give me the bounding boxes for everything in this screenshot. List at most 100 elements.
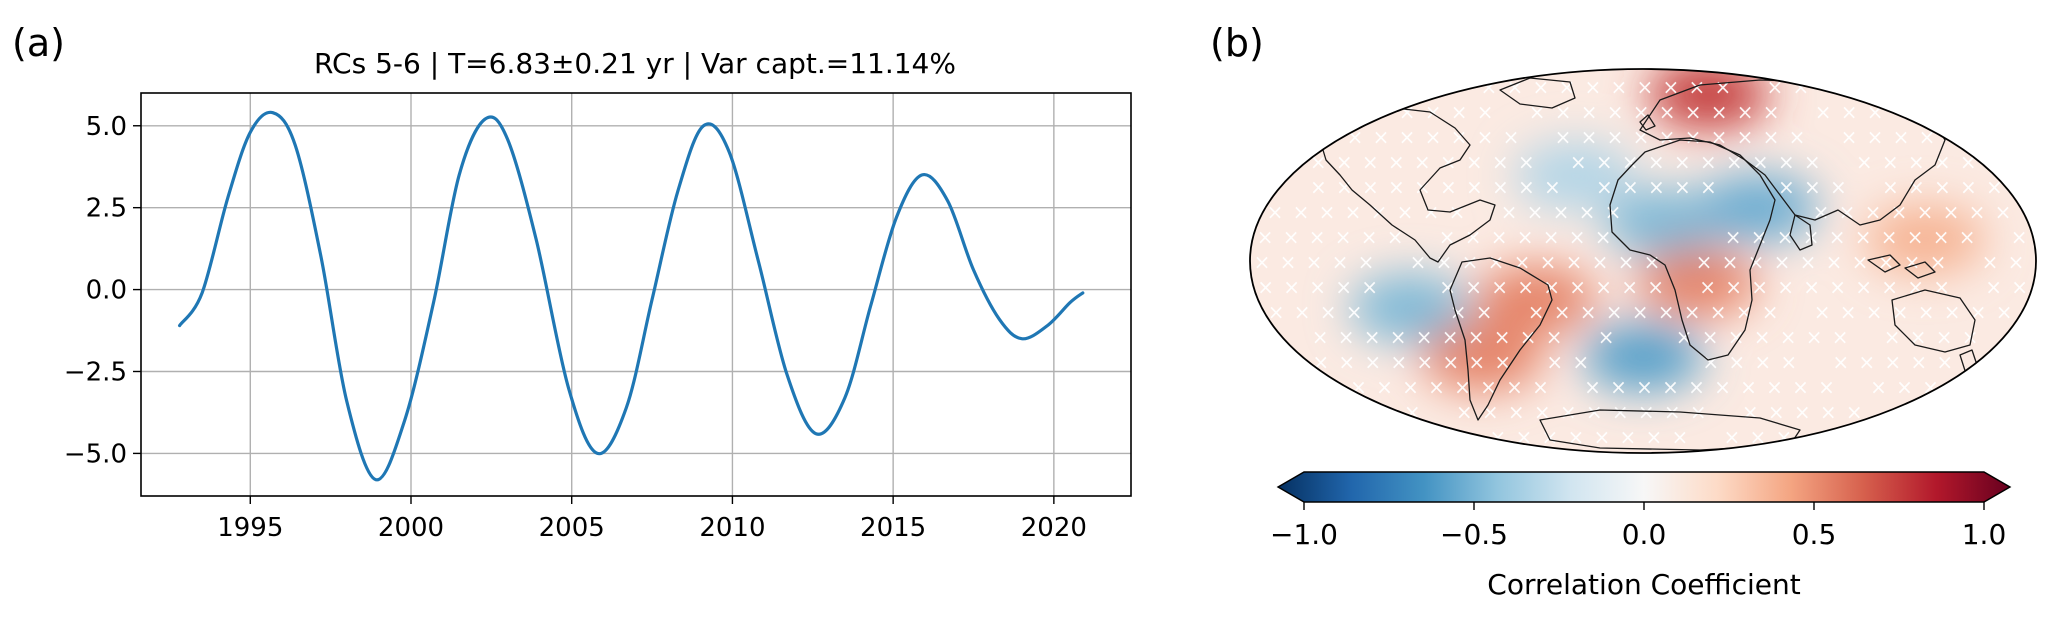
significance-mark: × bbox=[1936, 325, 1953, 349]
significance-mark: × bbox=[1468, 350, 1485, 374]
significance-mark: × bbox=[1632, 300, 1649, 324]
significance-mark: × bbox=[1555, 125, 1572, 149]
significance-mark: × bbox=[1982, 250, 1999, 274]
significance-mark: × bbox=[1794, 400, 1811, 424]
significance-mark: × bbox=[2011, 225, 2028, 249]
significance-mark: × bbox=[1529, 100, 1546, 124]
significance-mark: × bbox=[1884, 350, 1901, 374]
significance-mark: × bbox=[1376, 375, 1393, 399]
significance-mark: × bbox=[1569, 225, 1586, 249]
significance-mark: × bbox=[1335, 275, 1352, 299]
significance-mark: × bbox=[1832, 350, 1849, 374]
significance-mark: × bbox=[1555, 100, 1572, 124]
significance-mark: × bbox=[1754, 350, 1771, 374]
significance-mark: × bbox=[1611, 75, 1628, 99]
significance-mark: × bbox=[1659, 125, 1676, 149]
significance-mark: × bbox=[1722, 250, 1739, 274]
significance-mark: × bbox=[1648, 175, 1665, 199]
significance-mark: × bbox=[1882, 150, 1899, 174]
significance-mark: × bbox=[1768, 400, 1785, 424]
significance-mark: × bbox=[1820, 400, 1837, 424]
significance-mark: × bbox=[1442, 350, 1459, 374]
significance-mark: × bbox=[1388, 150, 1405, 174]
significance-mark: × bbox=[1595, 225, 1612, 249]
significance-mark: × bbox=[1728, 325, 1745, 349]
x-tick-label: 2000 bbox=[378, 513, 444, 543]
significance-mark: × bbox=[1711, 125, 1728, 149]
colorbar-tick-label: −1.0 bbox=[1270, 518, 1338, 551]
significance-mark: × bbox=[1566, 250, 1583, 274]
significance-mark: × bbox=[1488, 250, 1505, 274]
significance-mark: × bbox=[1605, 200, 1622, 224]
significance-mark: × bbox=[1508, 400, 1525, 424]
significance-mark: × bbox=[1397, 200, 1414, 224]
significance-mark: × bbox=[1700, 150, 1717, 174]
significance-mark: × bbox=[1584, 375, 1601, 399]
significance-mark: × bbox=[1884, 325, 1901, 349]
significance-mark: × bbox=[1881, 275, 1898, 299]
significance-mark: × bbox=[1546, 350, 1563, 374]
significance-mark: × bbox=[1750, 425, 1767, 449]
anomaly-region bbox=[1350, 273, 1471, 342]
significance-mark: × bbox=[1320, 300, 1337, 324]
significance-mark: × bbox=[1402, 375, 1419, 399]
significance-mark: × bbox=[1506, 375, 1523, 399]
significance-mark: × bbox=[1944, 300, 1961, 324]
significance-mark: × bbox=[1257, 225, 1274, 249]
significance-mark: × bbox=[1364, 325, 1381, 349]
chart-title: RCs 5-6 | T=6.83±0.21 yr | Var capt.=11.… bbox=[314, 47, 956, 80]
significance-mark: × bbox=[1553, 200, 1570, 224]
significance-mark: × bbox=[1610, 375, 1627, 399]
significance-mark: × bbox=[1636, 375, 1653, 399]
significance-mark: × bbox=[1361, 275, 1378, 299]
significance-mark: × bbox=[1338, 350, 1355, 374]
panel-b: (b) × × × × × × × × × × × ×× × × × × × × × × × × × × × × × ×× × × × × × ×… bbox=[1210, 21, 2037, 601]
significance-mark: × bbox=[1267, 200, 1284, 224]
significance-mark: × bbox=[1332, 250, 1349, 274]
significance-mark: × bbox=[1336, 150, 1353, 174]
significance-mark: × bbox=[1358, 250, 1375, 274]
significance-mark: × bbox=[1659, 100, 1676, 124]
significance-mark: × bbox=[1280, 250, 1297, 274]
significance-mark: × bbox=[1882, 175, 1899, 199]
significance-mark: × bbox=[1865, 200, 1882, 224]
significance-mark: × bbox=[1581, 100, 1598, 124]
significance-mark: × bbox=[1780, 325, 1797, 349]
significance-mark: × bbox=[1559, 75, 1576, 99]
colorbar-gradient bbox=[1276, 471, 2012, 503]
significance-mark: × bbox=[1546, 325, 1563, 349]
significance-mark: × bbox=[1892, 300, 1909, 324]
significance-mark: × bbox=[1646, 425, 1663, 449]
significance-mark: × bbox=[1891, 200, 1908, 224]
x-tick-label: 1995 bbox=[217, 513, 283, 543]
y-tick-label: 5.0 bbox=[86, 112, 127, 142]
significance-mark: × bbox=[1933, 225, 1950, 249]
significance-mark: × bbox=[1540, 250, 1557, 274]
significance-mark: × bbox=[1580, 300, 1597, 324]
significance-mark: × bbox=[1986, 175, 2003, 199]
y-tick-label: 0.0 bbox=[86, 276, 127, 306]
significance-mark: × bbox=[1572, 350, 1589, 374]
significance-mark: × bbox=[1514, 250, 1531, 274]
significance-mark: × bbox=[1763, 125, 1780, 149]
colorbar-tick-label: 0.0 bbox=[1622, 518, 1667, 551]
significance-mark: × bbox=[1766, 375, 1783, 399]
significance-mark: × bbox=[1620, 425, 1637, 449]
significance-mark: × bbox=[1910, 350, 1927, 374]
significance-mark: × bbox=[1621, 275, 1638, 299]
significance-mark: × bbox=[1466, 175, 1483, 199]
significance-mark: × bbox=[1371, 200, 1388, 224]
significance-mark: × bbox=[1440, 175, 1457, 199]
significance-mark: × bbox=[1806, 325, 1823, 349]
significance-mark: × bbox=[1364, 350, 1381, 374]
significance-mark: × bbox=[1672, 425, 1689, 449]
significance-mark: × bbox=[1399, 100, 1416, 124]
significance-mark: × bbox=[1754, 325, 1771, 349]
x-tick-label: 2015 bbox=[860, 513, 926, 543]
significance-mark: × bbox=[1674, 150, 1691, 174]
significance-mark: × bbox=[1710, 300, 1727, 324]
significance-mark: × bbox=[1595, 275, 1612, 299]
plot-frame bbox=[140, 92, 1132, 497]
significance-mark: × bbox=[1345, 200, 1362, 224]
significance-mark: × bbox=[1503, 125, 1520, 149]
